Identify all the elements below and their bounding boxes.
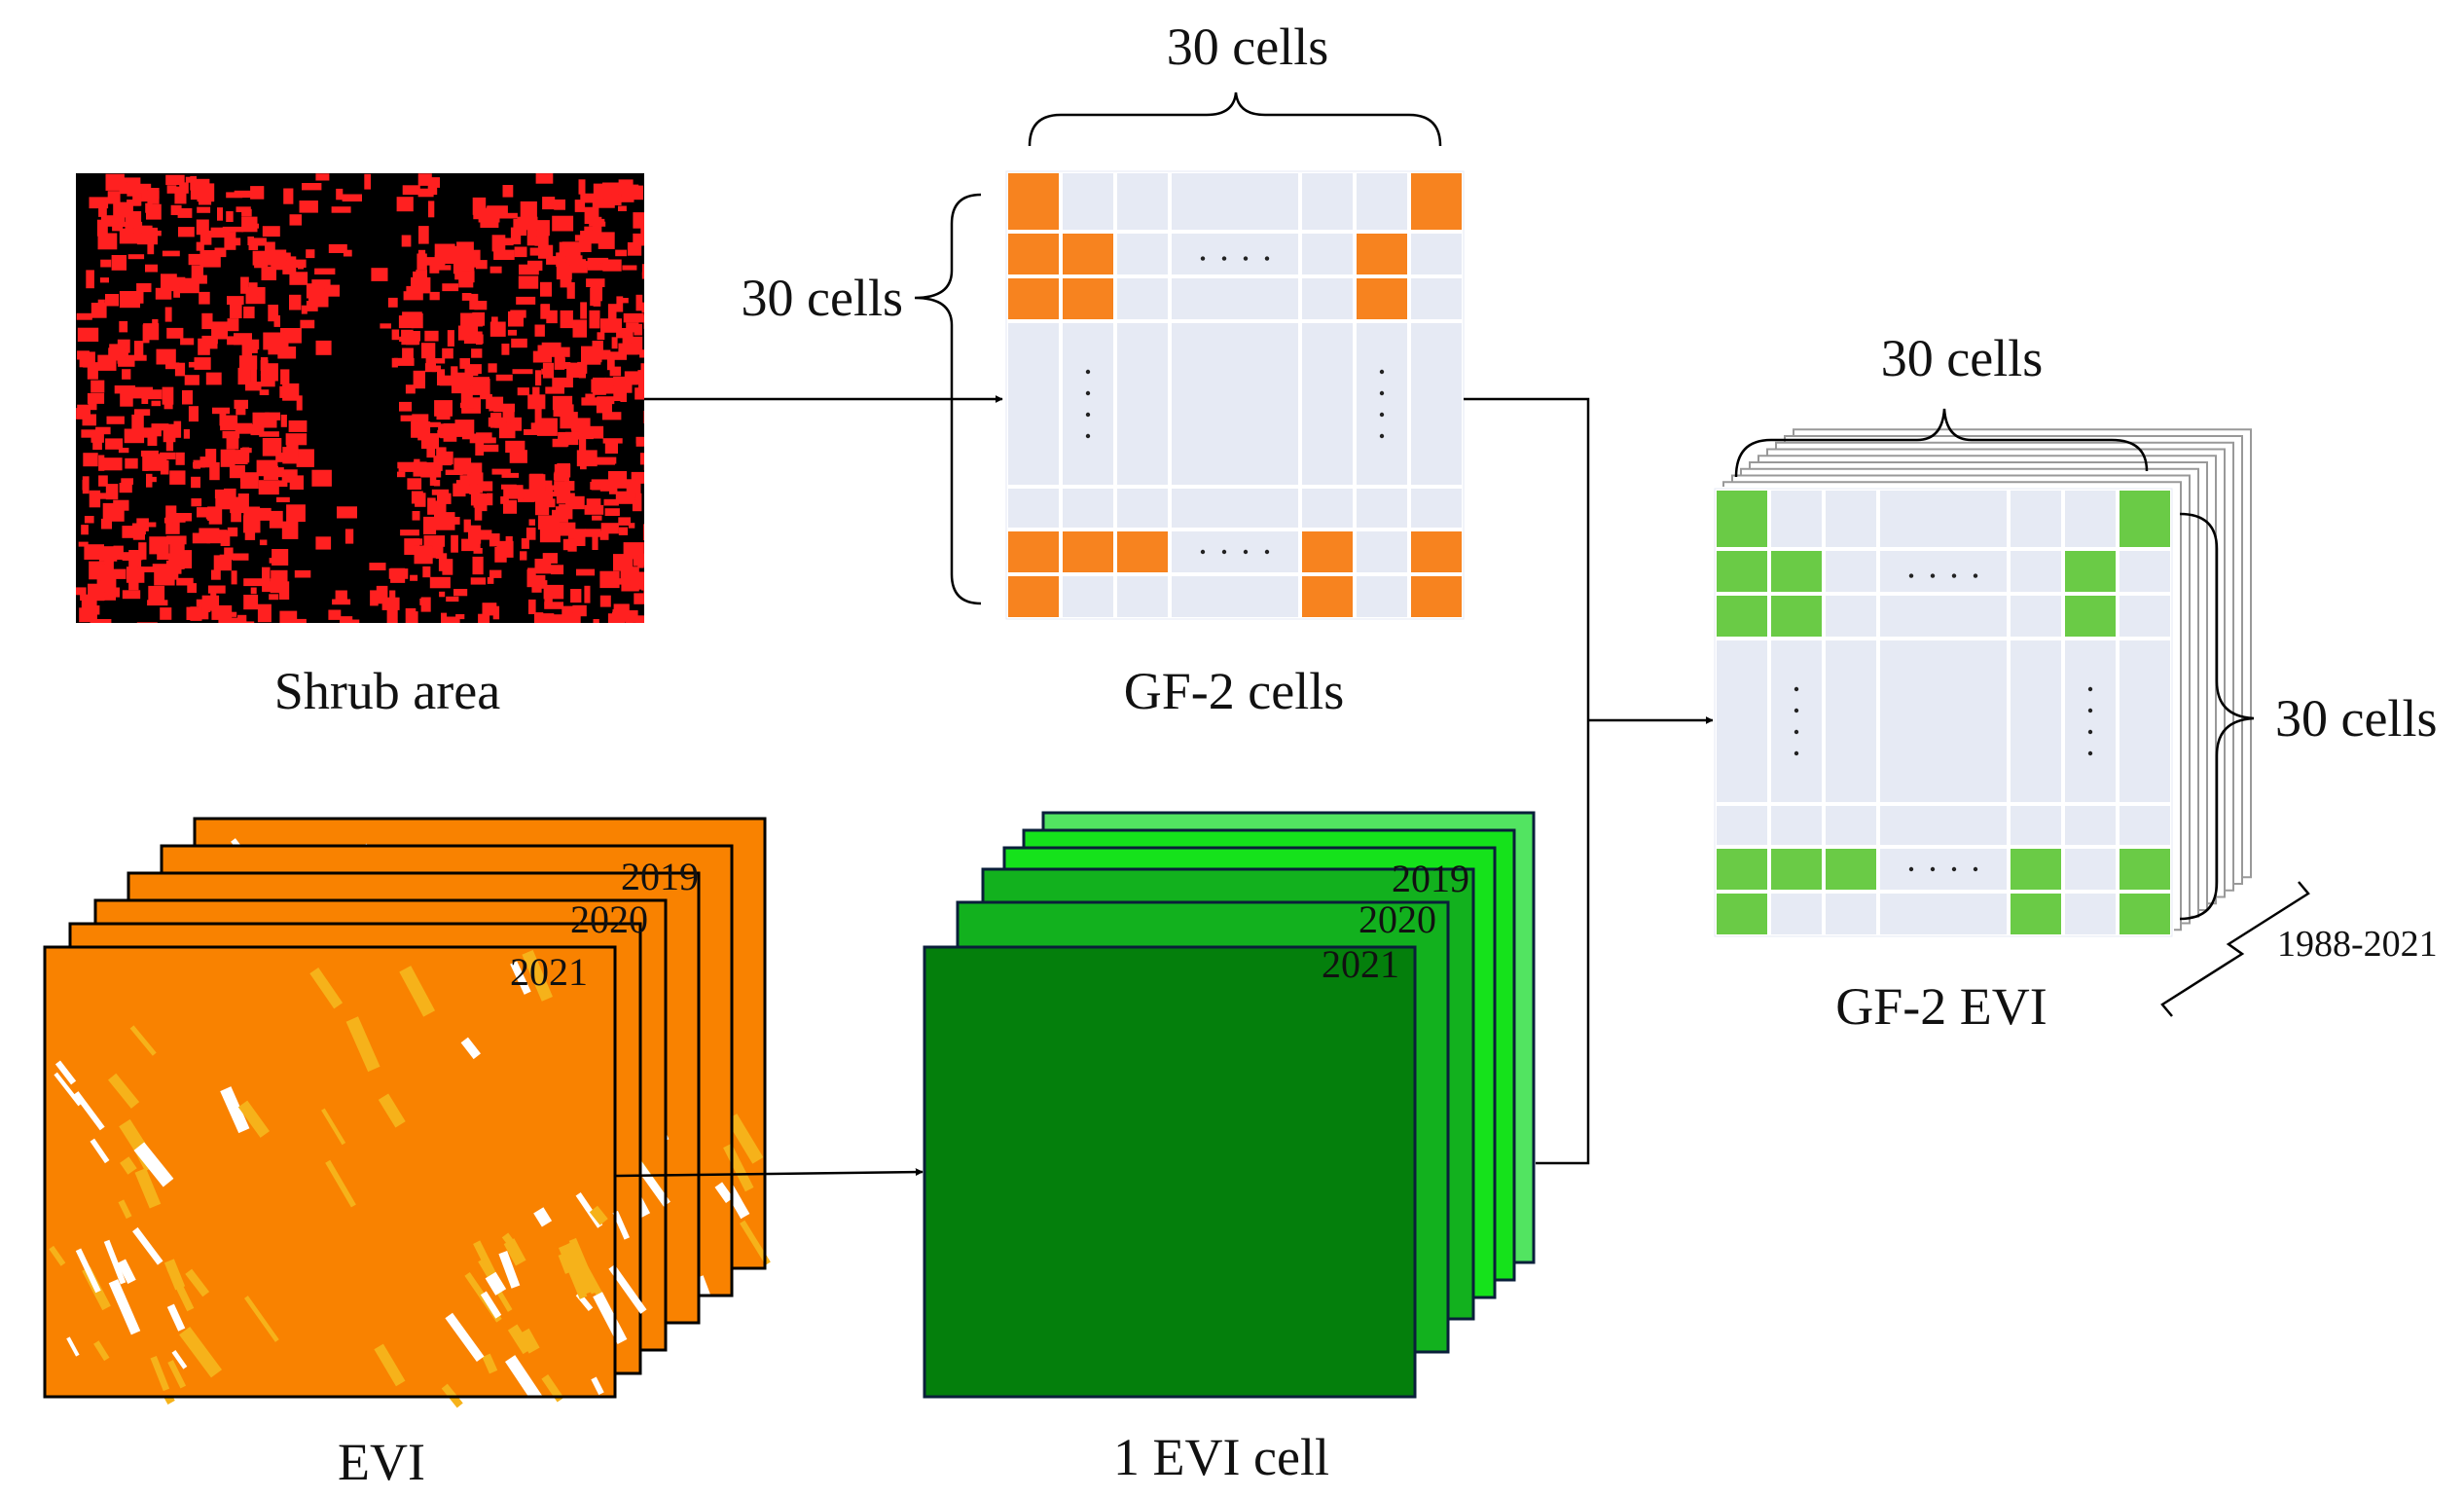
cells-evi-top-label: 30 cells <box>1881 329 2043 387</box>
evi-cell-year-2021: 2021 <box>1322 942 1399 986</box>
one-evi-cell-label: 1 EVI cell <box>1113 1428 1329 1486</box>
evi-label: EVI <box>338 1433 425 1491</box>
evi-cell-year-2020: 2020 <box>1359 897 1436 941</box>
arrow-evi-to-cell <box>614 1168 924 1178</box>
gf2-cells-grid <box>1004 169 1466 621</box>
evi-cell-year-2019: 2019 <box>1392 857 1469 900</box>
year-range-label: 1988-2021 <box>2277 924 2438 965</box>
evi-right-brace <box>2179 512 2255 921</box>
evi-year-2019: 2019 <box>621 855 699 898</box>
shrub-area-label: Shrub area <box>274 662 500 720</box>
cells-left-label: 30 cells <box>742 269 903 327</box>
shrub-area-image <box>76 173 644 623</box>
gf2-evi-grid <box>1713 487 2174 938</box>
depth-brace <box>2160 881 2310 1017</box>
connector-evicell-to-evi <box>1536 720 1590 1165</box>
evi-year-2021: 2021 <box>510 950 588 994</box>
left-brace <box>914 193 982 605</box>
gf2-cells-label: GF-2 cells <box>1124 662 1344 720</box>
connector-cells-to-evi <box>1464 397 1590 720</box>
top-brace <box>1028 91 1442 147</box>
shrub-patches <box>76 173 644 623</box>
cells-evi-right-label: 30 cells <box>2275 689 2437 748</box>
cells-top-label: 30 cells <box>1167 18 1328 76</box>
evi-top-brace <box>1734 408 2149 478</box>
evi-year-2020: 2020 <box>570 897 648 941</box>
gf2-evi-label: GF-2 EVI <box>1835 977 2047 1036</box>
